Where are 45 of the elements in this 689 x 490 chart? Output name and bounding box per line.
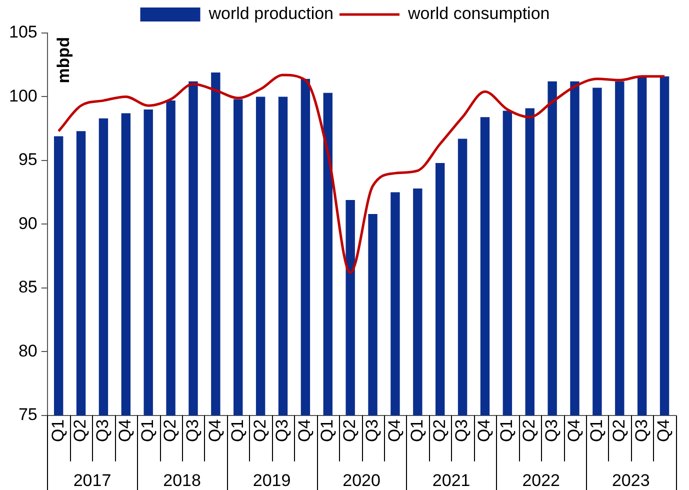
x-tick-label: Q4 xyxy=(384,419,404,442)
x-tick-label: Q1 xyxy=(138,419,158,442)
text: 2018 xyxy=(163,471,201,490)
text: 2023 xyxy=(612,471,650,490)
text: 2022 xyxy=(522,471,560,490)
x-tick-label: Q3 xyxy=(182,419,202,442)
x-tick-label: Q4 xyxy=(205,419,224,442)
x-tick-label: Q3 xyxy=(542,419,562,442)
x-tick-label: Q2 xyxy=(340,419,360,442)
x-tick-label: Q1 xyxy=(407,419,426,442)
x-tick-label: Q3 xyxy=(452,419,472,442)
x-tick-label: Q3 xyxy=(362,419,382,442)
legend-label: world production xyxy=(208,4,334,24)
text: 2017 xyxy=(73,471,112,490)
x-tick-label: Q2 xyxy=(160,419,180,442)
y-tick-label: 100 xyxy=(8,86,38,106)
x-tick-label: Q1 xyxy=(497,419,516,442)
y-tick-label: 80 xyxy=(18,341,38,360)
x-tick-label: Q2 xyxy=(250,419,270,442)
x-tick-label: Q4 xyxy=(116,419,135,442)
legend-label: world consumption xyxy=(407,4,550,24)
x-tick-label: Q4 xyxy=(295,419,314,442)
x-tick-label: Q1 xyxy=(318,419,337,442)
x-tick-label: Q2 xyxy=(520,419,539,442)
y-tick-label: 105 xyxy=(8,22,38,42)
x-tick-label: Q3 xyxy=(272,419,292,442)
text: 2019 xyxy=(252,471,291,490)
x-tick-label: Q2 xyxy=(609,419,628,442)
text: 2020 xyxy=(342,471,380,490)
text: 2021 xyxy=(432,471,470,490)
y-tick-label: 95 xyxy=(18,150,38,170)
x-tick-label: Q1 xyxy=(48,419,68,442)
x-tick-label: Q4 xyxy=(474,419,494,442)
x-tick-label: Q4 xyxy=(654,419,674,442)
x-tick-label: Q3 xyxy=(632,419,651,442)
y-tick-label: 85 xyxy=(18,278,38,297)
x-tick-label: Q1 xyxy=(586,419,606,442)
y-tick-label: 90 xyxy=(18,214,38,233)
y-axis-title: mbpd xyxy=(54,37,74,84)
x-tick-label: Q1 xyxy=(228,419,247,442)
x-tick-label: Q3 xyxy=(93,419,112,442)
x-tick-label: Q2 xyxy=(430,419,449,442)
x-tick-label: Q2 xyxy=(70,419,90,442)
x-tick-label: Q4 xyxy=(564,419,584,442)
y-tick-label: 75 xyxy=(18,405,38,424)
